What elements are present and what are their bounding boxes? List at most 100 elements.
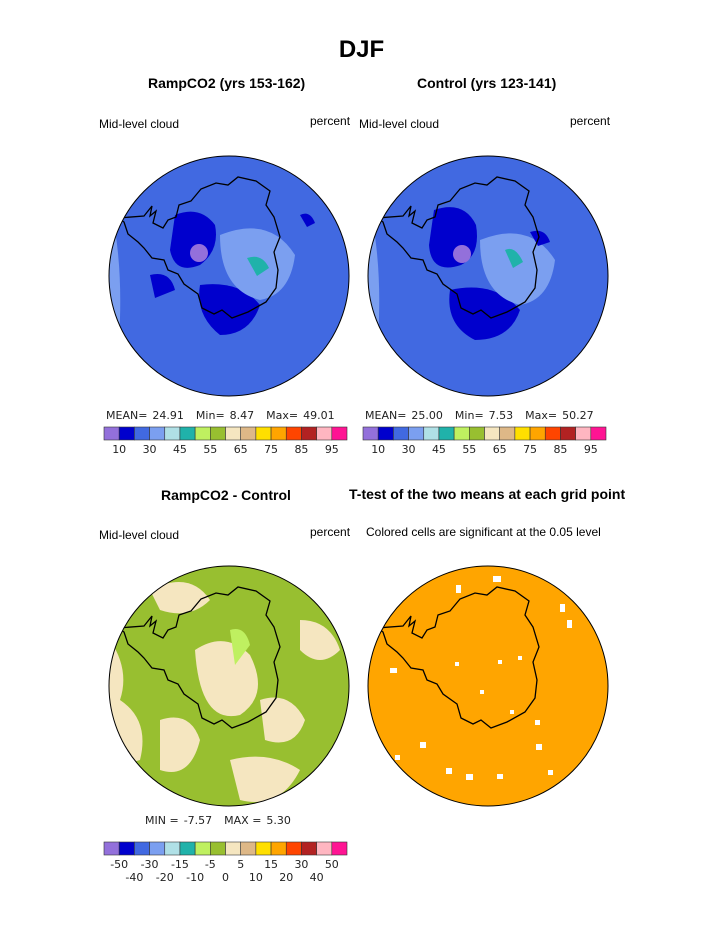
panel4-title: T-test of the two means at each grid poi… <box>349 486 626 502</box>
panel3-map <box>109 566 349 806</box>
panel3-colorbar-tick-label: -40 <box>125 871 143 884</box>
panel1-colorbar-swatch <box>240 426 257 441</box>
mean-label: MEAN= <box>365 409 407 422</box>
panel2-colorbar-swatch <box>514 426 531 441</box>
panel1-colorbar-tick-label: 85 <box>294 443 308 456</box>
panel3-colorbar-swatch <box>210 841 226 856</box>
panel2-colorbar-tick-label: 55 <box>462 443 476 456</box>
panel2-colorbar-swatch <box>560 426 576 441</box>
max-value: 49.01 <box>303 409 335 422</box>
panel2-units: percent <box>570 114 611 128</box>
panel3-colorbar-tick-label: 0 <box>222 871 229 884</box>
panel1-colorbar-swatch <box>118 426 135 441</box>
panel3-colorbar-swatch <box>118 841 135 856</box>
panel1-colorbar-swatch <box>270 426 287 441</box>
panel1-colorbar-swatch <box>225 426 241 441</box>
panel2-title: Control (yrs 123-141) <box>417 75 557 91</box>
panel3-colorbar-tick-label: -30 <box>141 858 159 871</box>
max-value: 5.30 <box>266 814 291 827</box>
panel2-colorbar-tick-label: 45 <box>432 443 446 456</box>
panel2-colorbar-tick-label: 85 <box>553 443 567 456</box>
panel1-colorbar-swatch <box>316 426 333 441</box>
panel3-colorbar-swatch <box>225 841 241 856</box>
panel2-colorbar-swatch <box>484 426 500 441</box>
panel1-colorbar-swatch <box>179 426 196 441</box>
panel4-border <box>367 565 609 807</box>
panel1-colorbar-swatch <box>194 426 211 441</box>
panel3-colorbar-swatch <box>164 841 181 856</box>
panel4-map <box>368 566 608 806</box>
panel2-border <box>367 155 609 397</box>
panel1-colorbar-swatch <box>285 426 302 441</box>
panel2-colorbar-swatch <box>499 426 516 441</box>
panel1-colorbar-tick-label: 55 <box>203 443 217 456</box>
panel3-colorbar-tick-label: 15 <box>264 858 278 871</box>
panel3-colorbar-swatch <box>179 841 196 856</box>
panel3-colorbar-swatch <box>240 841 257 856</box>
panel2-colorbar-swatch <box>575 426 592 441</box>
panel3-colorbar-swatch <box>134 841 150 856</box>
min-label: Min= <box>195 409 225 422</box>
panel3-colorbar-tick-label: -20 <box>156 871 174 884</box>
panel1-map <box>109 156 349 396</box>
panel3-colorbar-tick-label: 30 <box>294 858 308 871</box>
panel2-colorbar-tick-label: 65 <box>493 443 507 456</box>
panel1-colorbar-tick-label: 45 <box>173 443 187 456</box>
panel3-colorbar-tick-label: -5 <box>205 858 216 871</box>
panel3-units: percent <box>310 525 351 539</box>
panel3-colorbar-tick-label: -50 <box>110 858 128 871</box>
panel3-colorbar-tick-label: 5 <box>237 858 244 871</box>
panel3-colorbar-tick-label: 50 <box>325 858 339 871</box>
panel3-colorbar-tick-label: -10 <box>186 871 204 884</box>
panel3-title: RampCO2 - Control <box>161 487 291 503</box>
panel1-colorbar-swatch <box>331 426 348 441</box>
panel2-colorbar-swatch <box>469 426 485 441</box>
panel1-title: RampCO2 (yrs 153-162) <box>148 75 306 91</box>
panel2-colorbar-swatch <box>377 426 394 441</box>
panel3-colorbar-swatch <box>255 841 272 856</box>
panel3-colorbar-tick-label: 20 <box>279 871 293 884</box>
panel1-left-label: Mid-level cloud <box>99 117 180 131</box>
max-label: Max= <box>266 409 299 422</box>
min-value: 8.47 <box>229 409 255 422</box>
panel2-colorbar-tick-label: 95 <box>584 443 598 456</box>
panel1-colorbar-tick-label: 30 <box>143 443 157 456</box>
panel3-colorbar-tick-label: -15 <box>171 858 189 871</box>
panel3-colorbar-swatch <box>316 841 333 856</box>
panel2-colorbar-swatch <box>453 426 470 441</box>
panel1-colorbar-swatch <box>134 426 150 441</box>
panel2-colorbar-swatch <box>362 426 379 441</box>
panel3-colorbar-swatch <box>285 841 302 856</box>
panel1-colorbar-tick-label: 75 <box>264 443 278 456</box>
panel3-colorbar-swatch <box>149 841 166 856</box>
panel2-colorbar-swatch <box>438 426 455 441</box>
panel1-colorbar-swatch <box>210 426 226 441</box>
panel2-colorbar-tick-label: 10 <box>371 443 385 456</box>
mean-value: 25.00 <box>411 409 443 422</box>
panel3-colorbar-swatch <box>103 841 120 856</box>
panel2-colorbar-swatch <box>408 426 425 441</box>
panel2-colorbar-swatch <box>393 426 409 441</box>
panel3-colorbar-tick-label: 40 <box>310 871 324 884</box>
panel2-colorbar-swatch <box>529 426 546 441</box>
panel2-colorbar-swatch <box>590 426 607 441</box>
panel3-colorbar-swatch <box>194 841 211 856</box>
panel3-colorbar-tick-label: 10 <box>249 871 263 884</box>
panel2-colorbar-tick-label: 30 <box>402 443 416 456</box>
panel1-colorbar-swatch <box>301 426 317 441</box>
max-value: 50.27 <box>562 409 594 422</box>
panel3-colorbar-swatch <box>301 841 317 856</box>
mean-label: MEAN= <box>106 409 148 422</box>
max-label: Max= <box>525 409 558 422</box>
panel3-left-label: Mid-level cloud <box>99 528 180 542</box>
panel3-stats: MIN = -7.57 MAX = 5.30 <box>145 814 296 827</box>
mean-value: 24.91 <box>152 409 184 422</box>
min-value: 7.53 <box>488 409 514 422</box>
panel2-left-label: Mid-level cloud <box>359 117 440 131</box>
panel1-border <box>108 155 350 397</box>
panel1-colorbar-tick-label: 95 <box>325 443 339 456</box>
panel1-colorbar-swatch <box>164 426 181 441</box>
panel1-colorbar-swatch <box>103 426 120 441</box>
panel1-colorbar-swatch <box>255 426 272 441</box>
max-label: MAX = <box>224 814 262 827</box>
